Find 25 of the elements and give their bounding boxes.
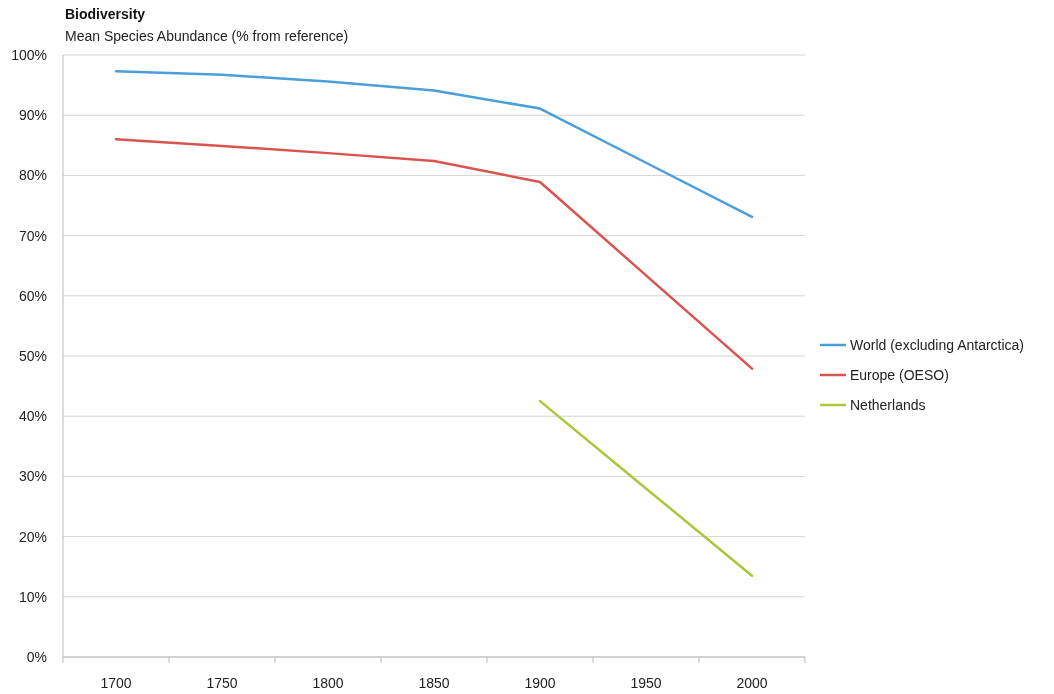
- legend-label: Europe (OESO): [850, 366, 949, 383]
- x-tick-label: 1750: [206, 675, 238, 691]
- chart-title: Biodiversity: [65, 6, 146, 22]
- legend-label: World (excluding Antarctica): [850, 336, 1025, 353]
- y-tick-label: 30%: [18, 468, 47, 485]
- line-series: [114, 70, 754, 219]
- y-tick-label: 0%: [26, 648, 47, 665]
- y-tick-label: 50%: [18, 347, 47, 364]
- y-tick-label: 90%: [18, 107, 47, 124]
- x-tick-label: 1700: [100, 675, 132, 691]
- x-tick-label: 1800: [312, 675, 344, 691]
- y-tick-label: 40%: [18, 408, 47, 425]
- x-tick-label: 1900: [524, 675, 556, 691]
- x-tick-label: 1850: [418, 675, 450, 691]
- line-series: [114, 138, 754, 370]
- y-tick-label: 60%: [18, 287, 47, 304]
- y-tick-label: 100%: [11, 46, 47, 63]
- x-tick-label: 2000: [736, 675, 768, 691]
- legend-label: Netherlands: [850, 396, 926, 413]
- y-tick-label: 80%: [18, 167, 47, 184]
- y-tick-label: 10%: [18, 588, 47, 605]
- y-tick-label: 20%: [18, 528, 47, 545]
- chart-subtitle: Mean Species Abundance (% from reference): [65, 28, 349, 44]
- y-tick-label: 70%: [18, 227, 47, 244]
- x-tick-label: 1950: [630, 675, 662, 691]
